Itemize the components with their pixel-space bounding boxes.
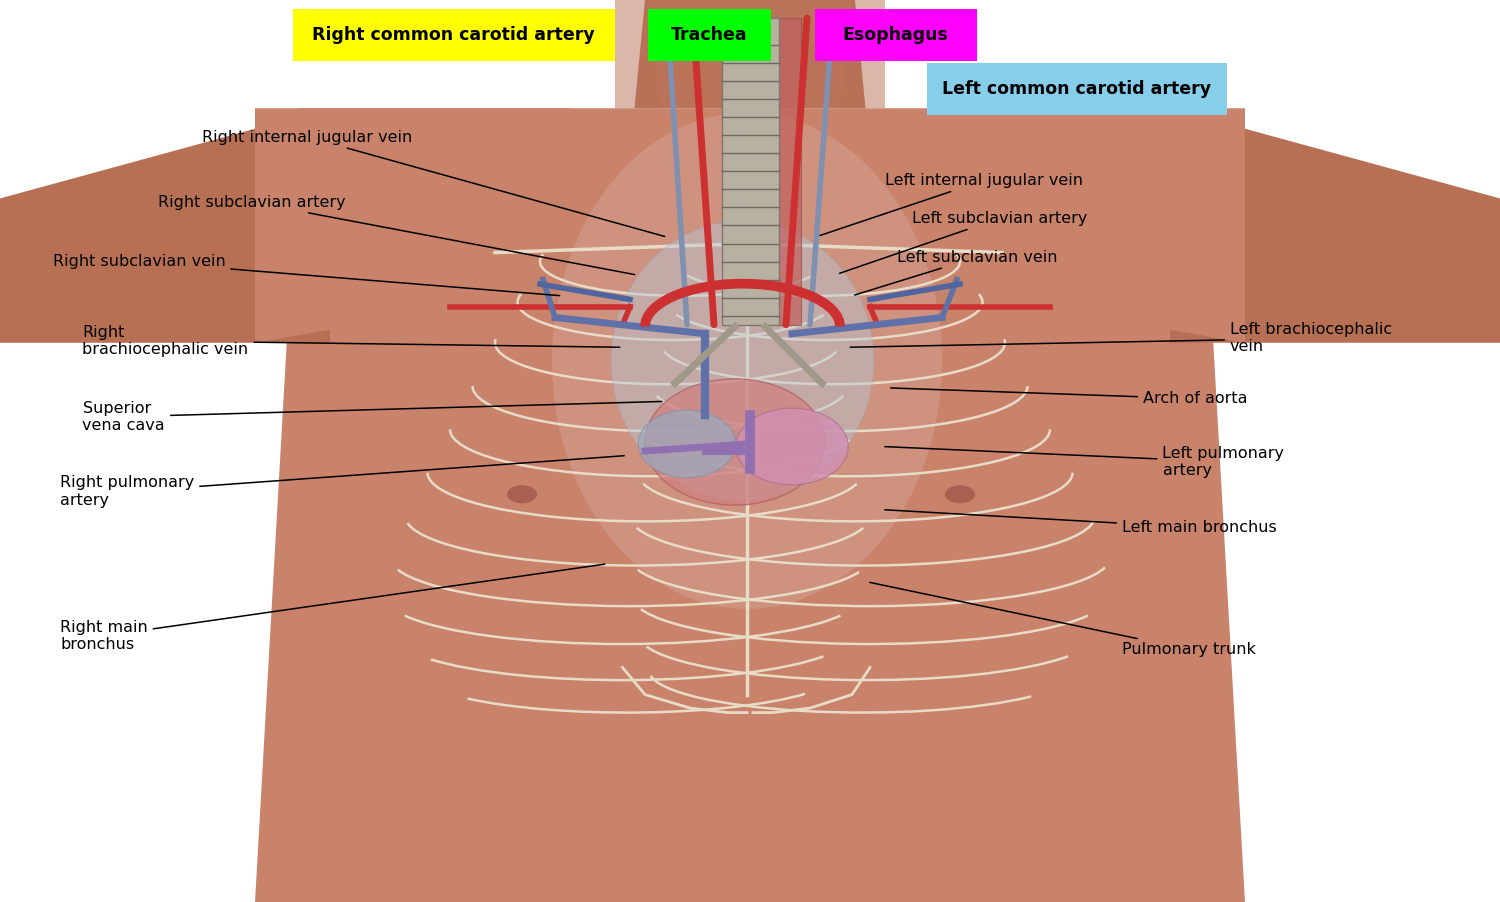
Text: Left internal jugular vein: Left internal jugular vein (821, 173, 1083, 235)
Text: Esophagus: Esophagus (843, 26, 948, 44)
Polygon shape (615, 0, 660, 108)
Ellipse shape (552, 113, 942, 609)
Text: Trachea: Trachea (670, 26, 748, 44)
Text: Left brachiocephalic
vein: Left brachiocephalic vein (850, 322, 1392, 354)
FancyBboxPatch shape (648, 9, 771, 61)
Text: Left pulmonary
artery: Left pulmonary artery (885, 446, 1284, 478)
Polygon shape (255, 108, 570, 343)
Polygon shape (930, 108, 1245, 343)
Text: Right subclavian artery: Right subclavian artery (158, 195, 634, 274)
FancyBboxPatch shape (292, 9, 615, 61)
Text: Right
brachiocephalic vein: Right brachiocephalic vein (82, 325, 620, 357)
Polygon shape (1170, 108, 1500, 343)
Text: Left main bronchus: Left main bronchus (885, 510, 1276, 535)
Polygon shape (255, 108, 1245, 902)
Text: Right subclavian vein: Right subclavian vein (53, 254, 560, 296)
Text: Right internal jugular vein: Right internal jugular vein (202, 130, 664, 236)
Text: Left common carotid artery: Left common carotid artery (942, 80, 1212, 98)
FancyBboxPatch shape (815, 9, 977, 61)
Ellipse shape (645, 379, 825, 505)
FancyBboxPatch shape (774, 18, 801, 325)
Polygon shape (0, 108, 330, 343)
Ellipse shape (639, 410, 735, 478)
Text: Right common carotid artery: Right common carotid artery (312, 26, 596, 44)
Polygon shape (840, 0, 885, 108)
Ellipse shape (735, 408, 849, 485)
Circle shape (945, 485, 975, 503)
Text: Superior
vena cava: Superior vena cava (82, 400, 662, 433)
Text: Left subclavian vein: Left subclavian vein (855, 250, 1058, 295)
Text: Arch of aorta: Arch of aorta (891, 388, 1248, 406)
FancyBboxPatch shape (927, 63, 1227, 115)
Text: Left subclavian artery: Left subclavian artery (840, 211, 1088, 273)
FancyBboxPatch shape (722, 18, 778, 325)
Text: Pulmonary trunk: Pulmonary trunk (870, 583, 1256, 657)
Polygon shape (634, 0, 866, 108)
Ellipse shape (612, 221, 873, 501)
Text: Right pulmonary
artery: Right pulmonary artery (60, 456, 624, 508)
Text: Right main
bronchus: Right main bronchus (60, 564, 605, 652)
Circle shape (507, 485, 537, 503)
